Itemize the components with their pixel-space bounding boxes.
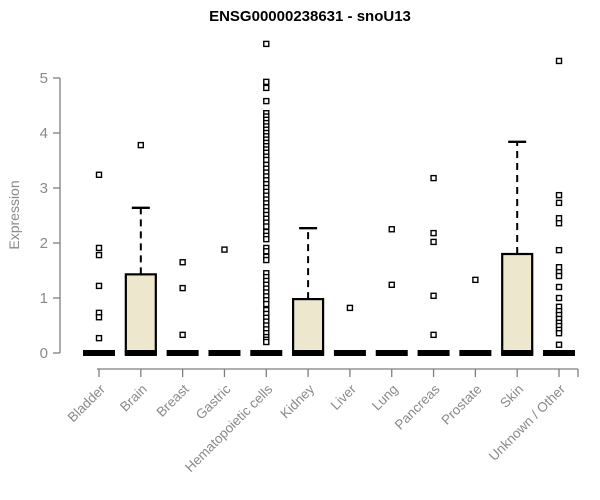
outlier-point (179, 259, 186, 266)
box (501, 252, 534, 356)
outlier-point (263, 78, 270, 86)
x-tick-label: Skin (497, 382, 526, 411)
outlier-point (263, 223, 270, 230)
outlier-point (555, 341, 563, 348)
median-zero-bar (375, 350, 408, 356)
outlier-point (555, 219, 563, 227)
outlier-point (95, 244, 103, 252)
outlier-point (263, 300, 270, 308)
outlier-point (388, 281, 395, 288)
outlier-point (95, 251, 103, 259)
x-tick-label: Gastric (193, 381, 234, 422)
x-tick-label: Brain (117, 382, 150, 415)
outlier-point (263, 84, 270, 92)
outlier-point (388, 226, 395, 233)
median-zero-bar (250, 350, 283, 356)
outlier-point (95, 171, 103, 179)
outlier-point (555, 191, 563, 199)
median-zero-bar (459, 350, 492, 356)
outlier-point (472, 276, 479, 284)
outlier-point (430, 238, 437, 246)
y-tick-label: 5 (40, 70, 48, 87)
y-axis-label: Expression (6, 180, 22, 250)
y-tick-label: 2 (40, 235, 48, 252)
outlier-point (263, 256, 270, 264)
outlier-point (430, 174, 437, 182)
box (292, 298, 325, 356)
outlier-point (95, 282, 103, 290)
y-tick-label: 0 (40, 345, 48, 362)
outlier-point (95, 334, 103, 342)
outlier-point (555, 272, 563, 280)
outlier-point (430, 331, 437, 339)
outlier-point (137, 141, 145, 149)
box (124, 273, 157, 356)
outlier-point (555, 294, 563, 302)
y-tick-label: 1 (40, 290, 48, 307)
outlier-point (555, 57, 563, 65)
x-tick-label: Prostate (438, 382, 484, 428)
median-zero-bar (166, 350, 199, 356)
chart-title: ENSG00000238631 - snoU13 (209, 8, 411, 25)
x-tick-label: Unknown / Other (486, 381, 569, 464)
outlier-point (430, 229, 437, 237)
outlier-point (555, 283, 563, 291)
x-tick-label: Pancreas (392, 381, 443, 432)
outlier-point (263, 40, 270, 48)
median-zero-bar (208, 350, 241, 356)
x-tick-label: Kidney (277, 381, 317, 421)
outlier-point (430, 292, 437, 299)
x-tick-label: Liver (328, 381, 360, 413)
median-zero-bar (417, 350, 450, 356)
outlier-point (179, 284, 186, 292)
median-zero-bar (333, 350, 366, 356)
outlier-point (179, 331, 186, 339)
outlier-point (263, 248, 270, 255)
median-zero-bar (83, 350, 115, 356)
outlier-point (221, 246, 228, 253)
outlier-point (263, 97, 270, 105)
x-tick-label: Lung (369, 382, 401, 414)
median-zero-bar (543, 350, 576, 356)
median-zero-bar (124, 350, 157, 356)
outlier-point (555, 330, 563, 337)
median-zero-bar (501, 350, 534, 356)
median-zero-bar (292, 350, 325, 356)
y-tick-label: 3 (40, 180, 48, 197)
x-tick-label: Breast (154, 381, 192, 419)
outlier-point (263, 338, 270, 346)
outlier-point (346, 304, 354, 312)
outlier-point (555, 199, 563, 207)
x-tick-label: Bladder (65, 381, 109, 425)
y-tick-label: 4 (40, 125, 48, 142)
outlier-point (95, 314, 103, 321)
outlier-point (263, 235, 270, 243)
outlier-point (555, 246, 563, 254)
